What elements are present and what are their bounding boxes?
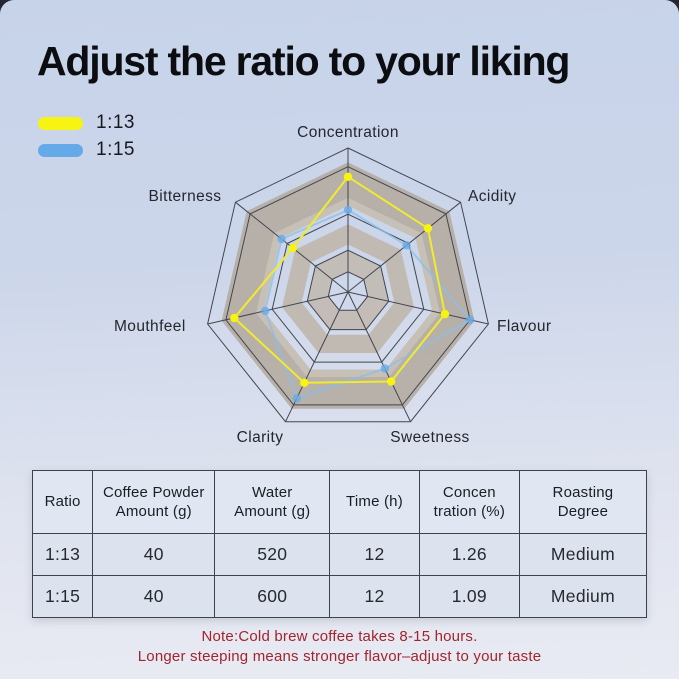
legend-item-115: 1:15 bbox=[38, 139, 135, 161]
cell-roasting: Medium bbox=[518, 575, 648, 618]
col-header-concentration: Concen tration (%) bbox=[418, 470, 520, 534]
radar-chart bbox=[207, 147, 489, 423]
legend-item-113: 1:13 bbox=[38, 112, 135, 134]
legend-swatch-blue bbox=[38, 143, 83, 157]
axis-label-clarity: Clarity bbox=[236, 429, 284, 446]
axis-label-flavour: Flavour bbox=[497, 318, 552, 335]
legend-swatch-yellow bbox=[38, 116, 83, 130]
cell-ratio: 1:13 bbox=[31, 533, 94, 576]
cell-time: 12 bbox=[329, 533, 420, 576]
table-row: 1:15 40 600 12 1.09 Medium bbox=[31, 575, 648, 618]
col-header-ratio: Ratio bbox=[31, 470, 94, 534]
footnote: Note:Cold brew coffee takes 8-15 hours. … bbox=[0, 627, 679, 667]
table-row: 1:13 40 520 12 1.26 Medium bbox=[31, 533, 648, 576]
axis-label-acidity: Acidity bbox=[468, 188, 517, 205]
chart-legend: 1:13 1:15 bbox=[38, 112, 135, 166]
axis-label-bitterness: Bitterness bbox=[148, 188, 222, 205]
col-header-coffee-powder: Coffee Powder Amount (g) bbox=[92, 470, 216, 534]
table-header-row: Ratio Coffee Powder Amount (g) Water Amo… bbox=[31, 470, 648, 534]
legend-label: 1:13 bbox=[96, 112, 135, 133]
col-header-roasting: Roasting Degree bbox=[518, 470, 648, 534]
cell-ratio: 1:15 bbox=[31, 575, 94, 618]
cell-coffee-powder: 40 bbox=[92, 533, 216, 576]
legend-label: 1:15 bbox=[96, 139, 135, 160]
axis-label-sweetness: Sweetness bbox=[390, 429, 470, 446]
cell-water: 600 bbox=[214, 575, 331, 618]
cell-coffee-powder: 40 bbox=[92, 575, 216, 618]
col-header-time: Time (h) bbox=[329, 470, 420, 534]
page-title: Adjust the ratio to your liking bbox=[37, 38, 570, 84]
footnote-line-1: Note:Cold brew coffee takes 8-15 hours. bbox=[201, 628, 478, 645]
cell-time: 12 bbox=[329, 575, 420, 618]
brew-parameters-table: Ratio Coffee Powder Amount (g) Water Amo… bbox=[31, 470, 648, 618]
footnote-line-2: Longer steeping means stronger flavor–ad… bbox=[137, 648, 542, 665]
axis-label-concentration: Concentration bbox=[297, 124, 399, 141]
rounded-corner-mark-left bbox=[0, 0, 14, 14]
axis-label-mouthfeel: Mouthfeel bbox=[114, 318, 186, 335]
cell-concentration: 1.26 bbox=[418, 533, 520, 576]
cell-concentration: 1.09 bbox=[418, 575, 520, 618]
rounded-corner-mark-right bbox=[665, 0, 679, 14]
cell-roasting: Medium bbox=[518, 533, 648, 576]
cell-water: 520 bbox=[214, 533, 331, 576]
col-header-water: Water Amount (g) bbox=[214, 470, 331, 534]
